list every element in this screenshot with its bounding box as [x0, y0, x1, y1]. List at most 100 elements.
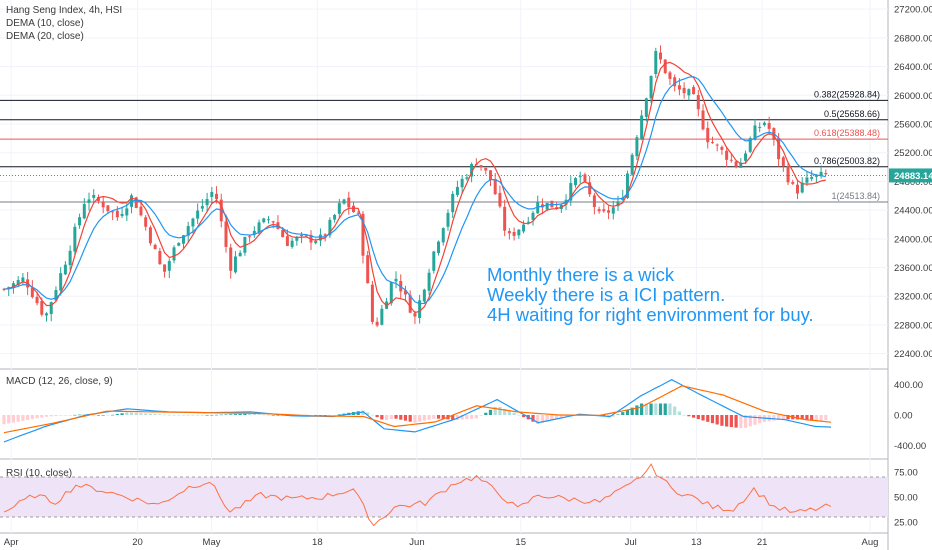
macd-histogram-bar — [682, 414, 686, 416]
candle-body — [366, 255, 370, 284]
candle-body — [304, 235, 308, 237]
macd-histogram-bar — [687, 415, 691, 417]
macd-histogram-bar — [115, 414, 119, 415]
candle-body — [295, 237, 299, 241]
macd-histogram-bar — [233, 414, 238, 415]
macd-histogram-bar — [181, 414, 186, 416]
candle-body — [422, 289, 426, 302]
last-price-label: 24883.14 — [894, 171, 932, 182]
candle-body — [181, 235, 185, 244]
macd-y-tick-label: 400.00 — [894, 380, 923, 391]
candle-body — [68, 250, 72, 266]
macd-histogram-bar — [819, 415, 823, 421]
macd-histogram-bar — [706, 415, 710, 422]
candle-body — [545, 202, 549, 210]
macd-histogram-bar — [743, 415, 748, 428]
y-tick-label: 22800.00 — [894, 320, 932, 331]
macd-histogram-bar — [781, 415, 785, 420]
candle-body — [446, 212, 450, 227]
macd-histogram-bar — [394, 415, 398, 419]
macd-histogram-bar — [621, 412, 625, 415]
candle-body — [248, 236, 252, 238]
candle-body — [701, 110, 705, 130]
candle-body — [607, 210, 611, 213]
candle-body — [134, 197, 138, 209]
candle-body — [2, 288, 6, 290]
macd-histogram-bar — [366, 412, 370, 415]
macd-histogram-bar — [162, 414, 167, 416]
macd-histogram-bar — [413, 415, 417, 423]
macd-histogram-bar — [370, 414, 375, 416]
macd-histogram-bar — [805, 415, 809, 420]
candle-body — [427, 272, 431, 291]
macd-histogram-bar — [328, 415, 332, 416]
macd-histogram-bar — [493, 406, 497, 415]
candle-body — [172, 247, 176, 261]
candle-body — [777, 138, 781, 160]
macd-histogram-bar — [403, 415, 408, 421]
candle-body — [625, 173, 629, 198]
macd-histogram-bar — [276, 415, 280, 416]
macd-histogram-bar — [451, 415, 455, 420]
candle-body — [493, 179, 497, 195]
macd-histogram-bar — [663, 403, 667, 415]
candle-body — [517, 229, 521, 236]
rsi-y-tick-label: 25.00 — [894, 518, 918, 529]
candle-body — [45, 313, 49, 316]
macd-histogram-bar — [92, 414, 96, 416]
macd-histogram-bar — [758, 415, 762, 424]
y-tick-label: 22400.00 — [894, 349, 932, 360]
candle-body — [200, 206, 204, 209]
candle-body — [659, 52, 663, 60]
candle-body — [441, 228, 445, 243]
candle-body — [484, 167, 488, 171]
macd-histogram-bar — [68, 415, 72, 416]
macd-histogram-bar — [139, 413, 143, 415]
candle-body — [314, 241, 318, 244]
macd-histogram-bar — [200, 414, 204, 416]
macd-histogram-bar — [739, 415, 743, 429]
candle-body — [380, 308, 384, 325]
macd-histogram-bar — [427, 415, 431, 420]
candle-body — [649, 75, 653, 99]
macd-histogram-bar — [266, 414, 271, 416]
y-tick-label: 26800.00 — [894, 33, 932, 44]
macd-histogram-bar — [503, 408, 507, 415]
annotation-line-3: 4H waiting for right environment for buy… — [487, 304, 814, 325]
macd-histogram-bar — [677, 411, 682, 415]
macd-histogram-bar — [167, 414, 171, 416]
candle-body — [418, 300, 422, 318]
candle-body — [281, 230, 285, 238]
macd-histogram-bar — [224, 414, 228, 416]
macd-histogram-bar — [488, 409, 493, 415]
macd-histogram-bar — [229, 414, 233, 415]
candle-body — [795, 184, 799, 194]
candle-body — [696, 95, 700, 110]
candle-body — [706, 127, 710, 143]
dema-20-label: DEMA (20, close) — [6, 31, 84, 42]
macd-histogram-bar — [512, 412, 516, 415]
candle-body — [791, 182, 795, 184]
candle-body — [257, 222, 261, 233]
candle-body — [92, 194, 96, 198]
macd-histogram-bar — [507, 410, 511, 415]
macd-pane — [2, 379, 832, 443]
macd-histogram-bar — [564, 415, 568, 417]
candle-body — [781, 157, 785, 166]
candle-body — [125, 208, 129, 216]
candle-body — [531, 212, 535, 220]
candle-body — [163, 264, 167, 272]
candle-body — [635, 137, 639, 157]
candle-body — [602, 209, 606, 212]
macd-histogram-bar — [44, 415, 49, 417]
macd-histogram-bar — [361, 410, 365, 415]
x-tick-label: 20 — [132, 537, 143, 548]
macd-histogram-bar — [810, 415, 814, 421]
macd-histogram-bar — [795, 415, 800, 420]
candle-body — [786, 166, 790, 183]
macd-histogram-bar — [129, 412, 134, 415]
candle-body — [229, 247, 233, 271]
macd-histogram-bar — [691, 415, 696, 418]
macd-histogram-bar — [144, 413, 148, 415]
